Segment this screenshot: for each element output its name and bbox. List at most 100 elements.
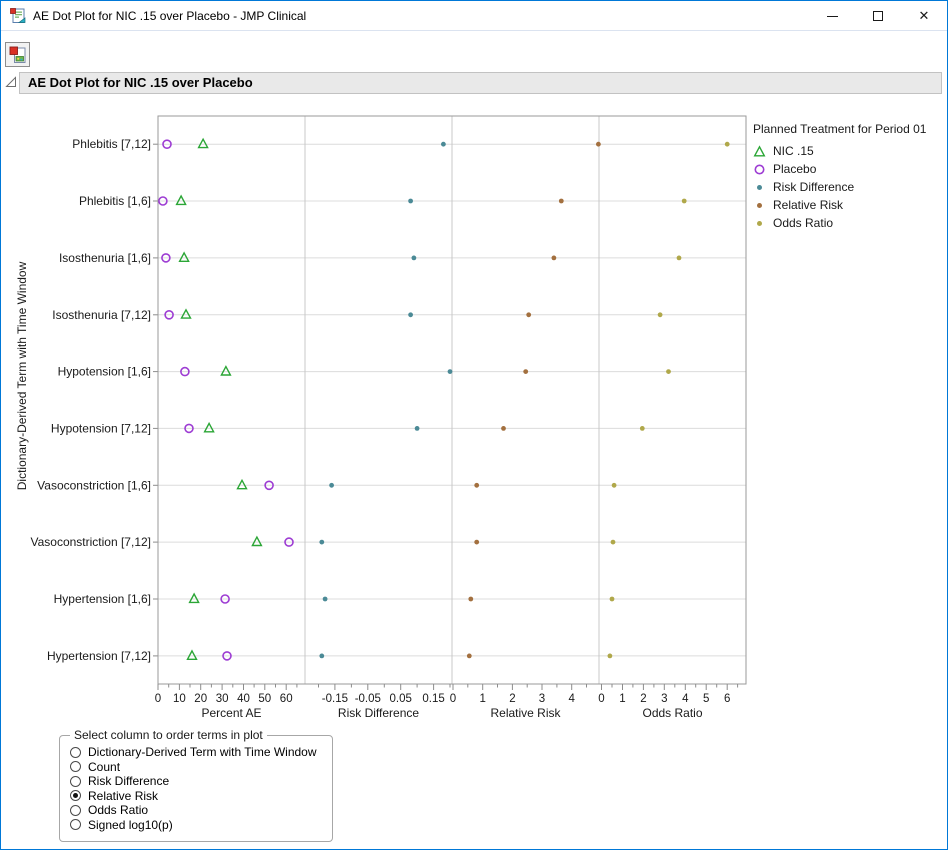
close-button[interactable]: ✕: [901, 1, 947, 31]
x-axis-title: Relative Risk: [490, 706, 561, 720]
svg-text:40: 40: [237, 693, 250, 705]
odds-ratio-marker-icon: [757, 220, 762, 226]
plot-legend: Planned Treatment for Period 01 NIC .15 P…: [753, 122, 947, 232]
radio-option-label: Odds Ratio: [88, 803, 149, 818]
svg-text:2: 2: [509, 693, 515, 705]
x-axis-title: Odds Ratio: [642, 706, 702, 720]
radio-option-dictionary-derived-term-with-time-window[interactable]: Dictionary-Derived Term with Time Window: [68, 745, 324, 760]
radio-unselected-icon: [70, 775, 81, 787]
report-document-icon: [9, 46, 25, 63]
plot-frame: [157, 115, 747, 685]
svg-text:1: 1: [479, 693, 485, 705]
window-title: AE Dot Plot for NIC .15 over Placebo - J…: [33, 9, 307, 23]
radio-option-label: Signed log10(p): [88, 817, 173, 832]
svg-text:0: 0: [155, 693, 161, 705]
risk-difference-marker-icon: [757, 184, 762, 190]
disclosure-triangle-icon[interactable]: [5, 75, 18, 89]
legend-item-label: NIC .15: [773, 144, 814, 158]
legend-item-label: Relative Risk: [773, 198, 844, 212]
radio-unselected-icon: [70, 746, 81, 758]
svg-text:Phlebitis [7,12]: Phlebitis [7,12]: [72, 137, 151, 151]
radio-selected-icon: [70, 790, 81, 802]
radio-unselected-icon: [70, 819, 81, 831]
minimize-icon: [826, 15, 838, 17]
report-section-header[interactable]: AE Dot Plot for NIC .15 over Placebo: [19, 72, 942, 94]
svg-text:Hypotension [1,6]: Hypotension [1,6]: [58, 365, 151, 379]
radio-unselected-icon: [70, 804, 81, 816]
svg-text:Hypertension [1,6]: Hypertension [1,6]: [54, 592, 151, 606]
legend-item-label: Placebo: [773, 162, 817, 176]
maximize-button[interactable]: [855, 1, 901, 31]
legend-title: Planned Treatment for Period 01: [753, 122, 927, 136]
toolbar: [1, 32, 947, 70]
placebo-marker-icon: [754, 164, 765, 174]
svg-text:10: 10: [173, 693, 186, 705]
radio-unselected-icon: [70, 761, 81, 773]
maximize-icon: [873, 11, 883, 21]
svg-text:0: 0: [598, 693, 604, 705]
svg-text:60: 60: [280, 693, 293, 705]
svg-text:0: 0: [450, 693, 456, 705]
svg-text:2: 2: [640, 693, 646, 705]
relative-risk-marker-icon: [757, 202, 762, 208]
jmp-clinical-app-icon: [10, 8, 26, 23]
svg-text:4: 4: [568, 693, 575, 705]
order-terms-fieldset: Select column to order terms in plot Dic…: [59, 728, 333, 842]
legend-item-label: Risk Difference: [773, 180, 855, 194]
nic-15-marker-icon: [753, 144, 766, 156]
y-axis-labels: Phlebitis [7,12] Phlebitis [1,6] Isosthenu…: [15, 137, 151, 663]
svg-text:20: 20: [194, 693, 207, 705]
series-relative-risk[interactable]: [466, 141, 601, 659]
radio-option-label: Risk Difference: [88, 774, 170, 789]
svg-text:1: 1: [619, 693, 625, 705]
x-axis-title: Percent AE: [201, 706, 261, 720]
ae-dot-plot-chart[interactable]: 0 10 20 30 40 50 60 Percent AE -0.15 -0.05 0.05 0.1…: [1, 1, 948, 736]
radio-option-label: Count: [88, 759, 121, 774]
svg-text:Isosthenuria [1,6]: Isosthenuria [1,6]: [59, 251, 151, 265]
panel-separators: [304, 116, 600, 684]
svg-text:Vasoconstriction [1,6]: Vasoconstriction [1,6]: [37, 478, 151, 492]
series-nic-15[interactable]: [175, 137, 263, 660]
order-terms-options: Dictionary-Derived Term with Time Window…: [68, 745, 324, 832]
legend-item-nic-15[interactable]: NIC .15: [753, 142, 947, 160]
svg-text:Isosthenuria [7,12]: Isosthenuria [7,12]: [52, 308, 151, 322]
svg-text:Hypotension [7,12]: Hypotension [7,12]: [51, 421, 151, 435]
radio-option-relative-risk[interactable]: Relative Risk: [68, 789, 324, 804]
svg-text:3: 3: [661, 693, 667, 705]
svg-text:Vasoconstriction [7,12]: Vasoconstriction [7,12]: [30, 535, 151, 549]
legend-item-placebo[interactable]: Placebo: [753, 160, 947, 178]
svg-text:5: 5: [703, 693, 709, 705]
radio-option-label: Dictionary-Derived Term with Time Window: [88, 745, 317, 760]
svg-text:-0.15: -0.15: [322, 693, 348, 705]
legend-item-odds-ratio[interactable]: Odds Ratio: [753, 214, 947, 232]
close-icon: ✕: [918, 8, 930, 23]
radio-option-signed-log10-p[interactable]: Signed log10(p): [68, 818, 324, 833]
legend-items: NIC .15 Placebo Risk Difference Relative Ri…: [753, 142, 947, 232]
svg-text:0.15: 0.15: [422, 693, 444, 705]
series-odds-ratio[interactable]: [607, 141, 730, 659]
svg-text:Phlebitis [1,6]: Phlebitis [1,6]: [79, 194, 151, 208]
radio-option-risk-difference[interactable]: Risk Difference: [68, 774, 324, 789]
y-axis-ticks: [153, 143, 158, 657]
series-risk-difference[interactable]: [319, 141, 453, 659]
svg-text:Hypertension [7,12]: Hypertension [7,12]: [47, 649, 151, 663]
svg-text:50: 50: [258, 693, 271, 705]
radio-option-odds-ratio[interactable]: Odds Ratio: [68, 803, 324, 818]
series-placebo[interactable]: [158, 139, 294, 661]
minimize-button[interactable]: [809, 1, 855, 31]
legend-item-risk-difference[interactable]: Risk Difference: [753, 178, 947, 196]
title-bar: AE Dot Plot for NIC .15 over Placebo - J…: [1, 1, 947, 31]
svg-text:4: 4: [682, 693, 689, 705]
window-controls: ✕: [809, 1, 947, 31]
report-button[interactable]: [5, 42, 30, 67]
order-terms-title: Select column to order terms in plot: [74, 728, 263, 742]
legend-item-relative-risk[interactable]: Relative Risk: [753, 196, 947, 214]
svg-text:-0.05: -0.05: [355, 693, 381, 705]
radio-option-count[interactable]: Count: [68, 760, 324, 775]
radio-option-label: Relative Risk: [88, 788, 159, 803]
section-title: AE Dot Plot for NIC .15 over Placebo: [28, 75, 253, 90]
svg-text:0.05: 0.05: [390, 693, 412, 705]
